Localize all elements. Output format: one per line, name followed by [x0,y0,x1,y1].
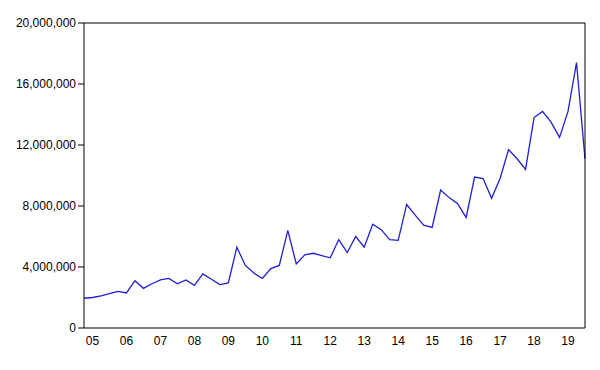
svg-text:11: 11 [290,334,303,348]
svg-text:10: 10 [256,334,270,348]
svg-text:8,000,000: 8,000,000 [23,199,77,213]
svg-text:05: 05 [86,334,100,348]
svg-text:16: 16 [459,334,473,348]
svg-text:07: 07 [154,334,168,348]
svg-text:18: 18 [527,334,541,348]
svg-text:15: 15 [425,334,439,348]
svg-text:06: 06 [120,334,134,348]
svg-text:08: 08 [188,334,202,348]
svg-text:4,000,000: 4,000,000 [23,260,77,274]
svg-text:20,000,000: 20,000,000 [16,16,76,30]
svg-text:12: 12 [324,334,338,348]
svg-text:16,000,000: 16,000,000 [16,77,76,91]
svg-text:17: 17 [493,334,507,348]
svg-text:19: 19 [561,334,575,348]
svg-text:12,000,000: 12,000,000 [16,138,76,152]
svg-text:09: 09 [222,334,236,348]
svg-text:0: 0 [69,321,76,335]
svg-text:13: 13 [358,334,372,348]
svg-text:14: 14 [392,334,406,348]
